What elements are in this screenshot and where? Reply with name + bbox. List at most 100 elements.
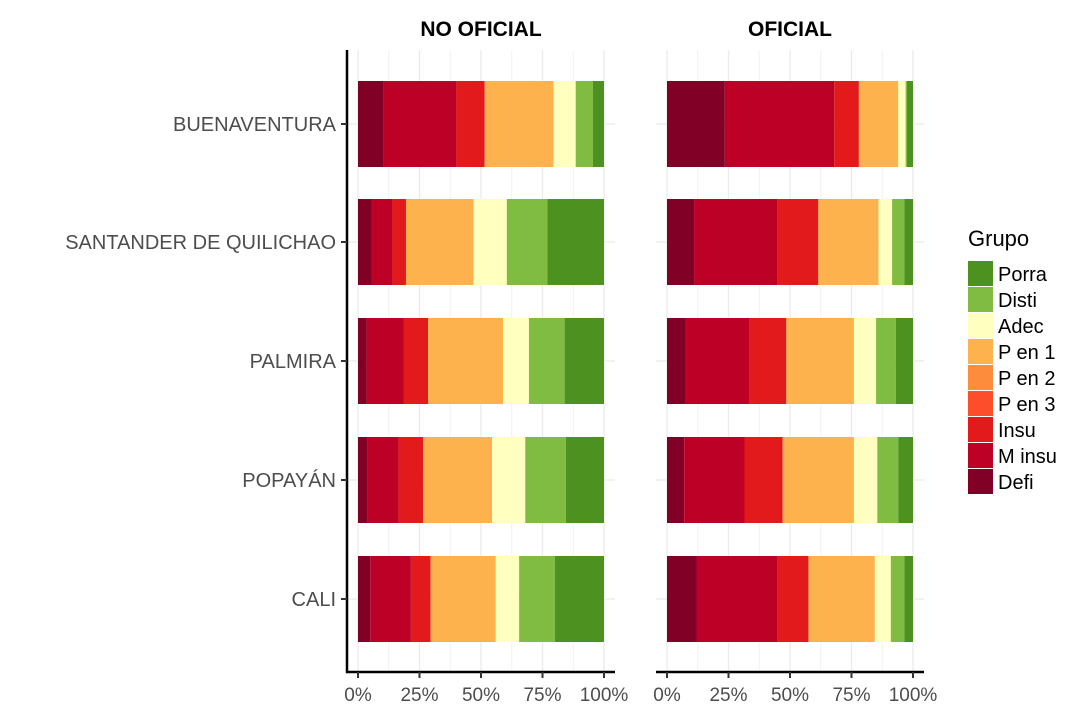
x-tick-label: 0% xyxy=(653,685,681,704)
bar-segment-porra xyxy=(564,318,604,404)
bar-segment-porra xyxy=(592,81,604,167)
bar-segment-p-en-1 xyxy=(786,318,854,404)
legend-item-p-en-1: P en 1 xyxy=(968,339,1055,364)
legend-key xyxy=(968,443,993,468)
category-label: SANTANDER DE QUILICHAO xyxy=(65,232,336,254)
facet-title: NO OFICIAL xyxy=(420,18,541,41)
bar-segment-defi xyxy=(667,556,697,642)
bar-segment-p-en-1 xyxy=(405,199,474,285)
bar-segment-disti xyxy=(506,199,548,285)
x-tick-label: 75% xyxy=(832,685,870,704)
legend-key xyxy=(968,365,993,390)
legend-item-defi: Defi xyxy=(968,469,1034,494)
bar-segment-defi xyxy=(667,437,685,523)
panels-layer: NO OFICIAL BUENAVENTURA SANTANDER DE QUILI… xyxy=(65,18,937,704)
panel-no-oficial: NO OFICIAL BUENAVENTURA SANTANDER DE QUILI… xyxy=(65,18,628,704)
bar-segment-m-insu xyxy=(383,81,457,167)
bar-segment-m-insu xyxy=(367,437,399,523)
x-tick-label: 50% xyxy=(771,685,809,704)
x-tick-label: 100% xyxy=(889,685,938,704)
bar-segment-disti xyxy=(519,556,555,642)
bar-segment-p-en-1 xyxy=(818,199,879,285)
bar-segment-disti xyxy=(892,199,905,285)
bar-segment-adec xyxy=(473,199,507,285)
bar-segment-defi xyxy=(358,199,372,285)
bar-segment-insu xyxy=(777,556,809,642)
bar-segment-disti xyxy=(575,81,593,167)
bar-segment-defi xyxy=(667,81,725,167)
bar-segment-porra xyxy=(895,318,913,404)
bar-segment-defi xyxy=(358,437,368,523)
bar-segment-p-en-1 xyxy=(428,318,504,404)
x-tick-label: 100% xyxy=(580,685,629,704)
bar-segment-porra xyxy=(904,556,913,642)
legend-item-porra: Porra xyxy=(968,261,1048,286)
bar-segment-disti xyxy=(876,318,896,404)
facet-title: OFICIAL xyxy=(748,18,832,41)
legend-label: P en 2 xyxy=(998,368,1055,390)
bar-segment-m-insu xyxy=(694,199,778,285)
category-label: CALI xyxy=(292,589,336,611)
legend-key xyxy=(968,339,993,364)
legend-label: M insu xyxy=(998,446,1057,468)
bar-segment-p-en-1 xyxy=(858,81,899,167)
bar-segment-adec xyxy=(898,81,906,167)
legend-item-p-en-2: P en 2 xyxy=(968,365,1055,390)
bar-segment-insu xyxy=(392,199,406,285)
category-label: BUENAVENTURA xyxy=(173,114,337,136)
bar-segment-adec xyxy=(853,437,878,523)
bar-segment-adec xyxy=(495,556,520,642)
bar-segment-p-en-1 xyxy=(808,556,875,642)
bar-segment-defi xyxy=(667,318,686,404)
legend-label: Porra xyxy=(998,264,1048,286)
bar-segment-porra xyxy=(904,199,913,285)
legend-label: Adec xyxy=(998,316,1044,338)
legend-label: Disti xyxy=(998,290,1037,312)
x-tick-label: 0% xyxy=(344,685,372,704)
bar-segment-insu xyxy=(777,199,819,285)
bar-segment-porra xyxy=(906,81,913,167)
bar-segment-disti xyxy=(877,437,899,523)
legend-key xyxy=(968,417,993,442)
bar-segment-adec xyxy=(503,318,529,404)
legend-item-insu: Insu xyxy=(968,417,1036,442)
bar-segment-m-insu xyxy=(370,556,411,642)
panel-oficial: OFICIAL 0% 25% 50% 75% 100% xyxy=(653,18,937,704)
bar-segment-p-en-1 xyxy=(423,437,493,523)
bar-segment-p-en-1 xyxy=(484,81,554,167)
legend-title: Grupo xyxy=(968,226,1029,251)
bar-segment-p-en-1 xyxy=(430,556,496,642)
bar-segment-m-insu xyxy=(724,81,835,167)
legend-label: Defi xyxy=(998,472,1034,494)
bar-segment-insu xyxy=(744,437,783,523)
legend-item-disti: Disti xyxy=(968,287,1037,312)
bar-segment-adec xyxy=(878,199,893,285)
bar-segment-disti xyxy=(890,556,905,642)
bar-segment-defi xyxy=(358,556,371,642)
bar-segment-insu xyxy=(834,81,859,167)
bar-segment-adec xyxy=(553,81,576,167)
bar-segment-disti xyxy=(528,318,565,404)
bar-segment-insu xyxy=(456,81,485,167)
bar-segment-disti xyxy=(905,81,907,167)
bar-segment-insu xyxy=(398,437,424,523)
bar-segment-m-insu xyxy=(696,556,778,642)
bar-segment-m-insu xyxy=(685,318,750,404)
bar-segment-porra xyxy=(898,437,913,523)
x-tick-label: 25% xyxy=(709,685,747,704)
legend-key xyxy=(968,261,993,286)
bar-segment-insu xyxy=(403,318,429,404)
bar-segment-porra xyxy=(547,199,604,285)
bar-segment-defi xyxy=(667,199,695,285)
bar-segment-insu xyxy=(749,318,787,404)
bar-segment-p-en-1 xyxy=(782,437,854,523)
bar-segment-porra xyxy=(554,556,604,642)
legend-item-p-en-3: P en 3 xyxy=(968,391,1055,416)
bar-segment-disti xyxy=(525,437,566,523)
x-tick-label: 75% xyxy=(523,685,561,704)
x-tick-label: 25% xyxy=(400,685,438,704)
x-tick-label: 50% xyxy=(462,685,500,704)
legend-key xyxy=(968,313,993,338)
bar-segment-m-insu xyxy=(371,199,393,285)
